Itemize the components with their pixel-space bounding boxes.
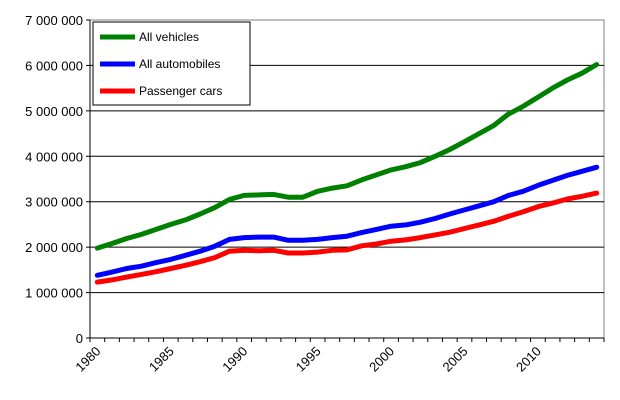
legend: All vehicles All automobiles Passenger car… <box>92 21 251 106</box>
y-tick-label: 6 000 000 <box>25 58 83 73</box>
y-tick-label: 7 000 000 <box>25 13 83 28</box>
x-tick-label: 2005 <box>440 344 471 375</box>
series-line-all-automobiles <box>94 164 600 278</box>
x-tick-label: 2000 <box>366 344 397 375</box>
y-tick-label: 4 000 000 <box>25 149 83 164</box>
legend-label: All automobiles <box>139 57 220 71</box>
series-line-passenger-cars <box>94 190 600 285</box>
y-tick-label: 2 000 000 <box>25 240 83 255</box>
legend-label: Passenger cars <box>139 84 222 98</box>
legend-label: All vehicles <box>139 30 199 44</box>
x-tick-label: 1990 <box>219 344 250 375</box>
y-tick-label: 0 <box>76 331 83 346</box>
x-tick-label: 1980 <box>72 344 103 375</box>
y-tick-label: 3 000 000 <box>25 195 83 210</box>
x-tick-label: 1995 <box>293 344 324 375</box>
y-tick-label: 1 000 000 <box>25 286 83 301</box>
x-tick-label: 1985 <box>146 344 177 375</box>
series-line-all-vehicles <box>94 62 600 251</box>
x-tick-label: 2010 <box>513 344 544 375</box>
y-tick-label: 5 000 000 <box>25 104 83 119</box>
